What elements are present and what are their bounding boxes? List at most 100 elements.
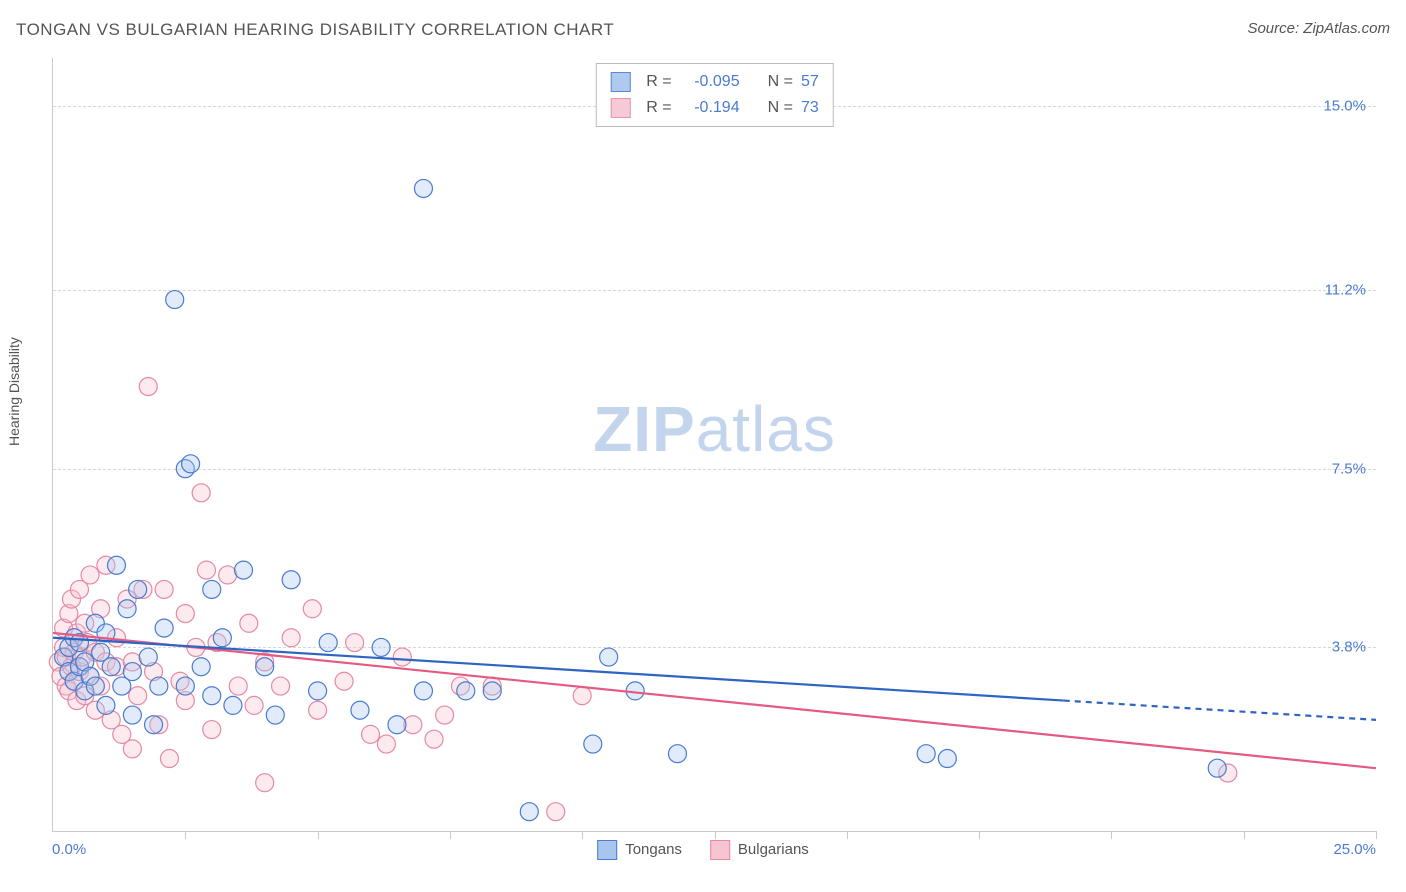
data-point bbox=[97, 696, 115, 714]
legend-swatch bbox=[610, 72, 630, 92]
data-point bbox=[547, 803, 565, 821]
data-point bbox=[266, 706, 284, 724]
data-point bbox=[155, 619, 173, 637]
data-point bbox=[346, 634, 364, 652]
data-point bbox=[303, 600, 321, 618]
data-point bbox=[123, 740, 141, 758]
x-tick bbox=[185, 831, 186, 839]
data-point bbox=[118, 600, 136, 618]
data-point bbox=[457, 682, 475, 700]
legend-label: Bulgarians bbox=[738, 841, 809, 858]
x-tick bbox=[1244, 831, 1245, 839]
data-point bbox=[393, 648, 411, 666]
data-point bbox=[483, 682, 501, 700]
data-point bbox=[573, 687, 591, 705]
data-point bbox=[668, 745, 686, 763]
data-point bbox=[150, 677, 168, 695]
legend-item: Tongans bbox=[597, 840, 682, 860]
chart-plot-area: ZIPatlas R =-0.095N =57R =-0.194N =73 3.… bbox=[52, 58, 1376, 832]
data-point bbox=[235, 561, 253, 579]
r-value: -0.095 bbox=[680, 69, 740, 95]
data-point bbox=[203, 721, 221, 739]
x-tick bbox=[318, 831, 319, 839]
data-point bbox=[362, 725, 380, 743]
data-point bbox=[309, 701, 327, 719]
data-point bbox=[213, 629, 231, 647]
x-tick bbox=[1111, 831, 1112, 839]
legend-row: R =-0.095N =57 bbox=[610, 69, 818, 95]
legend-label: Tongans bbox=[625, 841, 682, 858]
legend-swatch bbox=[710, 840, 730, 860]
data-point bbox=[166, 291, 184, 309]
r-value: -0.194 bbox=[680, 95, 740, 121]
data-point bbox=[245, 696, 263, 714]
data-point bbox=[282, 629, 300, 647]
data-point bbox=[272, 677, 290, 695]
data-point bbox=[139, 378, 157, 396]
data-point bbox=[192, 484, 210, 502]
n-label: N = bbox=[768, 69, 793, 95]
y-axis-label: Hearing Disability bbox=[6, 337, 22, 446]
data-point bbox=[129, 687, 147, 705]
data-point bbox=[203, 580, 221, 598]
data-point bbox=[309, 682, 327, 700]
data-point bbox=[917, 745, 935, 763]
data-point bbox=[123, 663, 141, 681]
legend-row: R = -0.194 N = 73 bbox=[610, 95, 818, 121]
data-point bbox=[414, 682, 432, 700]
data-point bbox=[219, 566, 237, 584]
data-point bbox=[129, 580, 147, 598]
data-point bbox=[425, 730, 443, 748]
x-tick bbox=[450, 831, 451, 839]
scatter-svg bbox=[53, 58, 1376, 831]
data-point bbox=[197, 561, 215, 579]
legend-item: Bulgarians bbox=[710, 840, 809, 860]
x-tick bbox=[847, 831, 848, 839]
data-point bbox=[1208, 759, 1226, 777]
data-point bbox=[108, 556, 126, 574]
data-point bbox=[377, 735, 395, 753]
data-point bbox=[240, 614, 258, 632]
data-point bbox=[203, 687, 221, 705]
data-point bbox=[102, 658, 120, 676]
data-point bbox=[145, 716, 163, 734]
data-point bbox=[160, 750, 178, 768]
x-origin-label: 0.0% bbox=[52, 841, 86, 858]
series-legend: Tongans Bulgarians bbox=[597, 840, 809, 860]
data-point bbox=[86, 677, 104, 695]
data-point bbox=[256, 774, 274, 792]
data-point bbox=[520, 803, 538, 821]
x-tick bbox=[715, 831, 716, 839]
data-point bbox=[192, 658, 210, 676]
data-point bbox=[282, 571, 300, 589]
r-label: R = bbox=[646, 95, 671, 121]
data-point bbox=[388, 716, 406, 734]
data-point bbox=[139, 648, 157, 666]
data-point bbox=[372, 638, 390, 656]
n-value: 73 bbox=[801, 95, 819, 121]
legend-swatch bbox=[610, 98, 630, 118]
data-point bbox=[319, 634, 337, 652]
data-point bbox=[335, 672, 353, 690]
n-label: N = bbox=[768, 95, 793, 121]
x-tick bbox=[582, 831, 583, 839]
data-point bbox=[351, 701, 369, 719]
data-point bbox=[123, 706, 141, 724]
data-point bbox=[176, 677, 194, 695]
data-point bbox=[176, 605, 194, 623]
x-max-label: 25.0% bbox=[1333, 841, 1376, 858]
correlation-legend: R =-0.095N =57R =-0.194N =73 bbox=[595, 63, 833, 127]
data-point bbox=[81, 566, 99, 584]
data-point bbox=[414, 179, 432, 197]
data-point bbox=[224, 696, 242, 714]
r-label: R = bbox=[646, 69, 671, 95]
data-point bbox=[938, 750, 956, 768]
legend-swatch bbox=[597, 840, 617, 860]
data-point bbox=[182, 455, 200, 473]
x-tick bbox=[979, 831, 980, 839]
trend-line bbox=[1064, 701, 1376, 720]
data-point bbox=[436, 706, 454, 724]
chart-title: TONGAN VS BULGARIAN HEARING DISABILITY C… bbox=[16, 20, 614, 39]
data-point bbox=[155, 580, 173, 598]
data-point bbox=[256, 658, 274, 676]
